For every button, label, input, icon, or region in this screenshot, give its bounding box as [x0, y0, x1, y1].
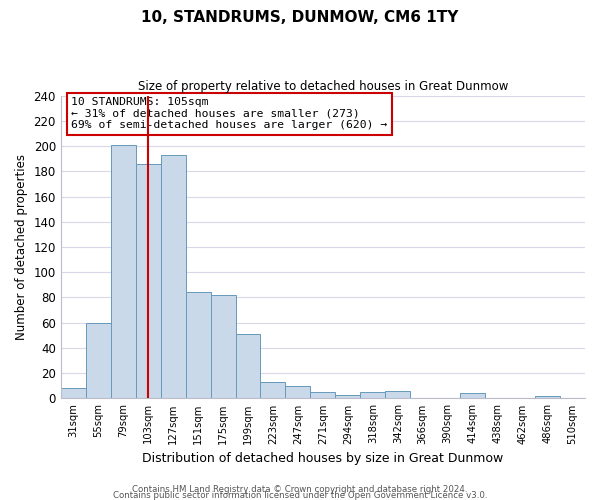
- Bar: [185, 292, 211, 399]
- Bar: [161, 155, 185, 398]
- Bar: [111, 145, 136, 399]
- Bar: [136, 164, 161, 398]
- Bar: [385, 391, 410, 398]
- Text: 10, STANDRUMS, DUNMOW, CM6 1TY: 10, STANDRUMS, DUNMOW, CM6 1TY: [142, 10, 458, 25]
- Text: 10 STANDRUMS: 105sqm
← 31% of detached houses are smaller (273)
69% of semi-deta: 10 STANDRUMS: 105sqm ← 31% of detached h…: [71, 97, 388, 130]
- Bar: [86, 322, 111, 398]
- Bar: [236, 334, 260, 398]
- Bar: [61, 388, 86, 398]
- Bar: [335, 394, 361, 398]
- Bar: [535, 396, 560, 398]
- Text: Contains public sector information licensed under the Open Government Licence v3: Contains public sector information licen…: [113, 490, 487, 500]
- Bar: [361, 392, 385, 398]
- Y-axis label: Number of detached properties: Number of detached properties: [15, 154, 28, 340]
- Bar: [211, 295, 236, 399]
- Bar: [260, 382, 286, 398]
- Title: Size of property relative to detached houses in Great Dunmow: Size of property relative to detached ho…: [138, 80, 508, 93]
- Bar: [460, 394, 485, 398]
- X-axis label: Distribution of detached houses by size in Great Dunmow: Distribution of detached houses by size …: [142, 452, 503, 465]
- Bar: [286, 386, 310, 398]
- Bar: [310, 392, 335, 398]
- Text: Contains HM Land Registry data © Crown copyright and database right 2024.: Contains HM Land Registry data © Crown c…: [132, 484, 468, 494]
